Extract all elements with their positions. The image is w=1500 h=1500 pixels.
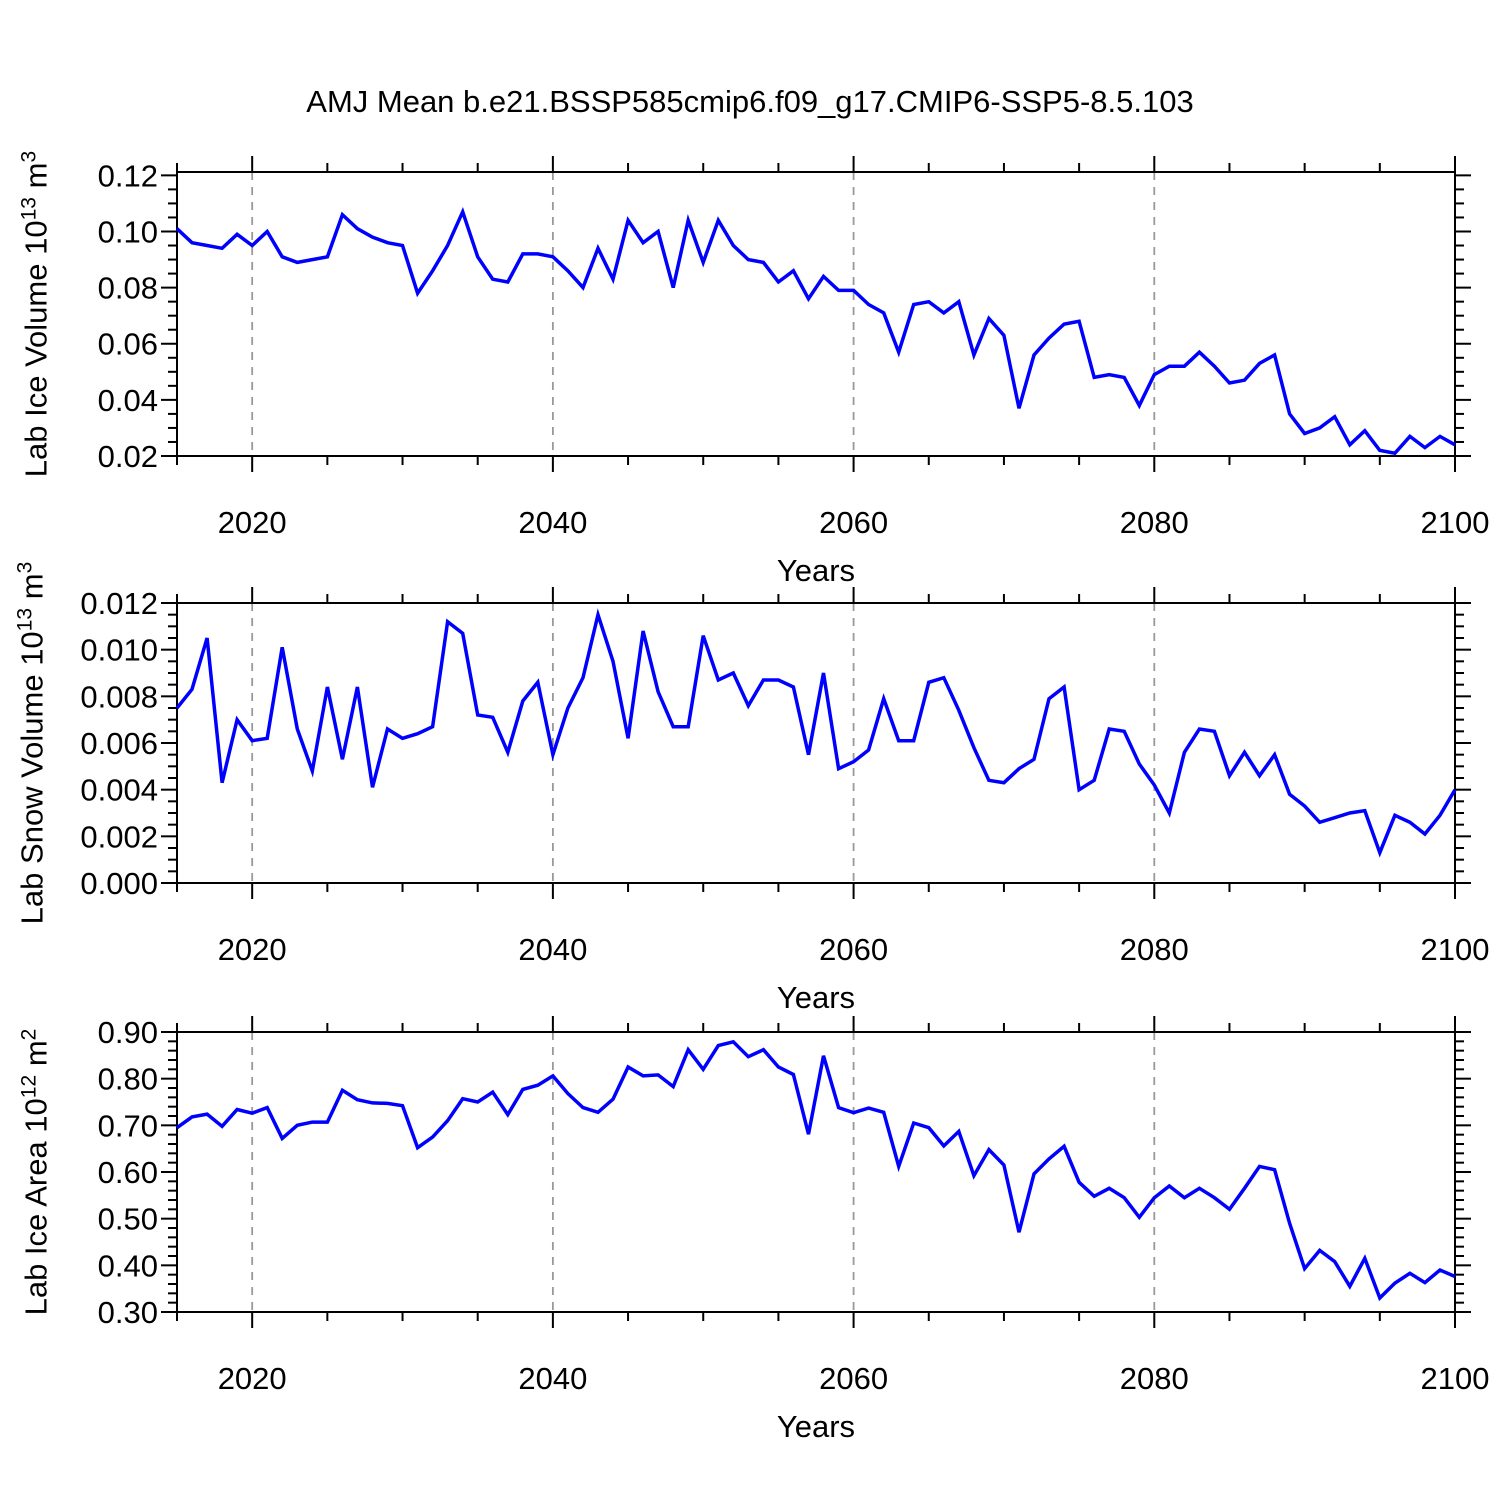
x-axis-title-panel-2: Years: [776, 980, 856, 1015]
x-tick-label: 2020: [218, 505, 287, 540]
x-tick-label: 2100: [1421, 1361, 1490, 1396]
y-axis-title-text: Lab Ice Volume 10: [18, 220, 54, 478]
unit: m: [18, 162, 54, 197]
y-tick-label: 0.10: [98, 214, 158, 249]
exponent: 12: [17, 1074, 41, 1099]
unit-exponent: 3: [13, 561, 37, 574]
x-tick-label: 2060: [819, 1361, 888, 1396]
y-ticks: [161, 174, 1471, 457]
y-tick-label: 0.008: [80, 679, 158, 714]
panel-frame: [176, 602, 1456, 884]
x-tick-label: 2080: [1120, 1361, 1189, 1396]
x-tick-label: 2080: [1120, 932, 1189, 967]
exponent: 13: [13, 607, 37, 632]
chart-title: AMJ Mean b.e21.BSSP585cmip6.f09_g17.CMIP…: [306, 84, 1194, 119]
x-tick-labels: 2020 2040 2060 2080 2100: [218, 1361, 1490, 1396]
x-tick-label: 2020: [218, 932, 287, 967]
y-tick-label: 0.004: [80, 773, 158, 808]
y-axis-title-snow-volume: Lab Snow Volume 1013 m3: [13, 562, 50, 925]
panel-frame: [176, 171, 1456, 457]
gridlines: [251, 1032, 1156, 1312]
x-tick-labels: 2020 2040 2060 2080 2100: [218, 932, 1490, 967]
x-tick-label: 2100: [1421, 505, 1490, 540]
y-tick-labels: 0.000 0.002 0.004 0.006 0.008 0.010 0.012: [80, 586, 158, 901]
lab-snow-volume-line: [175, 608, 1457, 858]
x-ticks: [176, 1016, 1456, 1328]
panel-frame: [176, 1031, 1456, 1313]
y-tick-label: 0.70: [98, 1108, 158, 1143]
x-tick-label: 2060: [819, 505, 888, 540]
y-tick-label: 0.006: [80, 726, 158, 761]
y-tick-labels: 0.02 0.04 0.06 0.08 0.10 0.12: [98, 158, 158, 474]
y-tick-label: 0.010: [80, 633, 158, 668]
y-axis-title-ice-volume: Lab Ice Volume 1013 m3: [17, 151, 54, 477]
y-ticks: [161, 602, 1471, 884]
unit: m: [18, 1040, 54, 1075]
y-ticks: [161, 1031, 1471, 1313]
x-axis-title-panel-1: Years: [776, 553, 856, 588]
x-tick-label: 2040: [518, 1361, 587, 1396]
y-tick-label: 0.002: [80, 819, 158, 854]
lab-ice-area-line: [175, 1039, 1456, 1302]
x-tick-label: 2060: [819, 932, 888, 967]
gridlines: [251, 603, 1156, 883]
y-tick-label: 0.40: [98, 1248, 158, 1283]
panel-lab-ice-area: 2020 2040 2060 2080 2100 0.30 0.40 0.50 0.60 0.70…: [98, 1015, 1490, 1396]
y-tick-label: 0.02: [98, 439, 158, 474]
x-ticks: [176, 587, 1456, 899]
x-ticks: [176, 156, 1456, 472]
x-tick-label: 2040: [518, 505, 587, 540]
y-tick-label: 0.06: [98, 327, 158, 362]
x-tick-label: 2080: [1120, 505, 1189, 540]
y-axis-title-text: Lab Snow Volume 10: [14, 631, 50, 925]
y-tick-label: 0.50: [98, 1202, 158, 1237]
y-tick-label: 0.04: [98, 383, 158, 418]
y-axis-title-text: Lab Ice Area 10: [18, 1098, 54, 1316]
y-tick-label: 0.90: [98, 1015, 158, 1050]
x-tick-labels: 2020 2040 2060 2080 2100: [218, 505, 1490, 540]
y-tick-label: 0.60: [98, 1155, 158, 1190]
y-tick-label: 0.12: [98, 158, 158, 193]
x-tick-label: 2040: [518, 932, 587, 967]
exponent: 13: [17, 196, 41, 221]
y-tick-label: 0.000: [80, 866, 158, 901]
y-tick-label: 0.30: [98, 1295, 158, 1330]
unit-exponent: 3: [17, 150, 41, 163]
unit: m: [14, 573, 50, 608]
y-tick-label: 0.012: [80, 586, 158, 621]
x-tick-label: 2020: [218, 1361, 287, 1396]
unit-exponent: 2: [17, 1028, 41, 1041]
y-tick-label: 0.80: [98, 1062, 158, 1097]
x-axis-title-panel-3: Years: [776, 1409, 856, 1444]
y-tick-label: 0.08: [98, 271, 158, 306]
x-tick-label: 2100: [1421, 932, 1490, 967]
panel-lab-ice-volume: 2020 2040 2060 2080 2100 0.02 0.04 0.06 0.08 0.10…: [98, 156, 1490, 540]
panel-lab-snow-volume: 2020 2040 2060 2080 2100 0.000 0.002 0.004 0.006…: [80, 586, 1489, 967]
y-axis-title-ice-area: Lab Ice Area 1012 m2: [17, 1029, 54, 1316]
lab-ice-volume-line: [175, 206, 1456, 456]
y-tick-labels: 0.30 0.40 0.50 0.60 0.70 0.80 0.90: [98, 1015, 158, 1330]
gridlines: [251, 172, 1156, 456]
